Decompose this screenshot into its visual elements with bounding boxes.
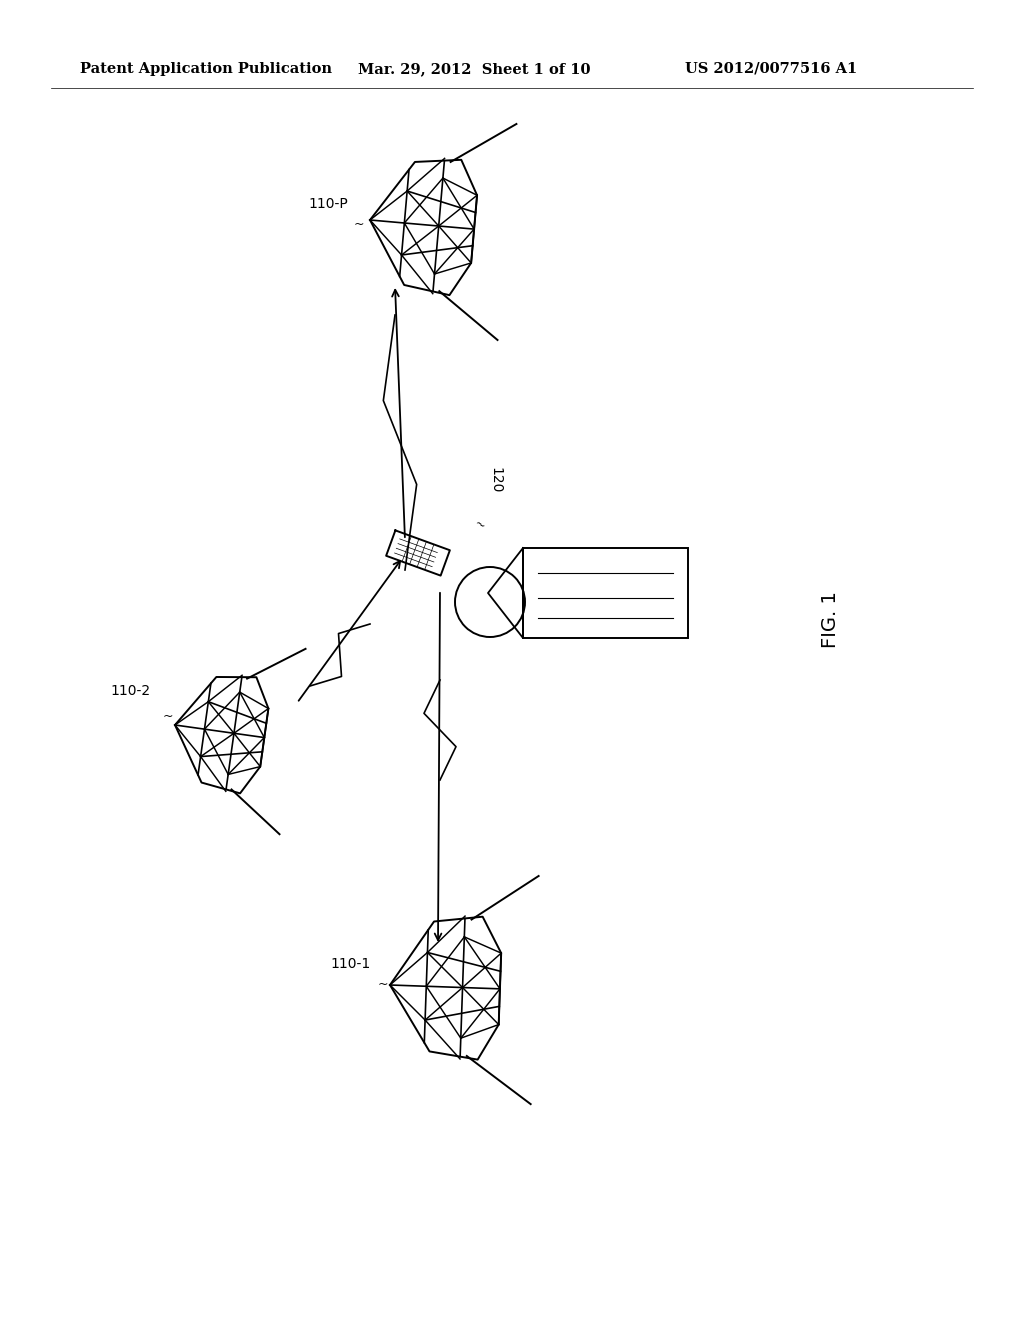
Text: FIG. 1: FIG. 1 [820,591,840,648]
Text: ~: ~ [472,516,487,533]
Text: ~: ~ [354,218,365,231]
Text: ~: ~ [378,978,388,991]
Text: 110-P: 110-P [308,197,348,211]
Text: ~: ~ [163,710,173,723]
Bar [523,548,688,638]
Text: Mar. 29, 2012  Sheet 1 of 10: Mar. 29, 2012 Sheet 1 of 10 [358,62,591,77]
Text: 120: 120 [488,467,502,492]
Text: Patent Application Publication: Patent Application Publication [80,62,332,77]
Text: 110-1: 110-1 [330,957,371,972]
Text: US 2012/0077516 A1: US 2012/0077516 A1 [685,62,857,77]
Text: 110-2: 110-2 [110,684,151,698]
